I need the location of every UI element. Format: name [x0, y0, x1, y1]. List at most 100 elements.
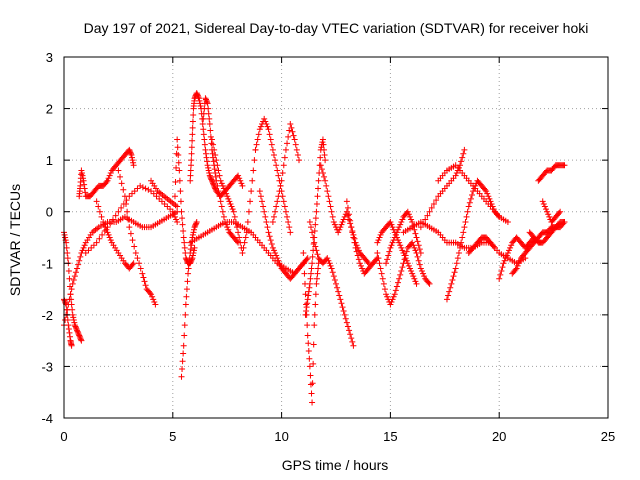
data-point-interp: [95, 203, 102, 210]
data-point-interp: [319, 170, 326, 177]
data-point-interp: [349, 338, 356, 345]
data-point-interp: [268, 141, 275, 148]
data-point-interp: [82, 189, 89, 196]
data-point: [130, 260, 137, 267]
data-point: [328, 265, 335, 272]
data-point-interp: [285, 133, 292, 140]
data-point-interp: [398, 219, 405, 226]
data-point-interp: [200, 131, 207, 138]
data-point: [306, 363, 313, 370]
data-point-interp: [305, 288, 312, 295]
data-point: [80, 177, 87, 184]
data-point-interp: [303, 307, 310, 314]
data-point-interp: [75, 261, 82, 268]
data-point-interp: [131, 188, 138, 195]
data-point: [278, 177, 285, 184]
data-point-interp: [187, 172, 194, 179]
data-point: [383, 291, 390, 298]
data-point-interp: [415, 257, 422, 264]
data-point-interp: [542, 206, 549, 213]
data-point-interp: [309, 253, 316, 260]
data-point-interp: [179, 366, 186, 373]
data-point-interp: [63, 244, 70, 251]
data-point-interp: [485, 193, 492, 200]
data-point-interp: [326, 260, 333, 267]
data-point-interp: [107, 237, 114, 244]
data-point-interp: [336, 226, 343, 233]
data-point-interp: [207, 133, 214, 140]
data-point-interp: [186, 260, 193, 267]
data-point: [341, 311, 348, 318]
data-point: [174, 136, 181, 143]
data-point: [544, 208, 551, 215]
data-point: [208, 136, 215, 143]
data-point-interp: [541, 203, 548, 210]
data-point-interp: [300, 260, 307, 267]
data-point: [100, 219, 107, 226]
data-point-interp: [418, 268, 425, 275]
data-point-interp: [508, 242, 515, 249]
data-point-interp: [80, 244, 87, 251]
data-point-interp: [150, 190, 157, 197]
data-point-interp: [131, 243, 138, 250]
data-point-interp: [463, 213, 470, 220]
data-point-interp: [255, 131, 262, 138]
data-point-interp: [311, 228, 318, 235]
data-point: [346, 327, 353, 334]
data-point-interp: [188, 162, 195, 169]
x-tick-label: 10: [274, 429, 288, 444]
data-point-interp: [354, 244, 361, 251]
data-point-interp: [415, 242, 422, 249]
data-point-interp: [327, 262, 334, 269]
data-point-interp: [129, 261, 136, 268]
data-point: [185, 270, 192, 277]
data-point-interp: [96, 235, 103, 242]
data-point: [274, 255, 281, 262]
data-point: [132, 249, 139, 256]
data-point-interp: [251, 157, 258, 164]
data-point: [391, 234, 398, 241]
data-point-interp: [308, 390, 315, 397]
data-point-interp: [340, 216, 347, 223]
data-point-interp: [231, 213, 238, 220]
data-point: [93, 198, 100, 205]
data-point-interp: [398, 244, 405, 251]
data-point: [82, 249, 89, 256]
data-point-interp: [72, 324, 79, 331]
series-arc-28: [443, 177, 503, 303]
data-point-interp: [405, 211, 412, 218]
data-point-interp: [293, 146, 300, 153]
data-point-interp: [401, 252, 408, 259]
data-point-interp: [188, 242, 195, 249]
data-point-interp: [172, 179, 179, 186]
series-arc-27: [417, 146, 468, 231]
data-point: [322, 177, 329, 184]
data-point-interp: [330, 273, 337, 280]
data-point-interp: [310, 341, 317, 348]
data-point-interp: [275, 257, 282, 264]
data-point-interp: [384, 293, 391, 300]
data-point-interp: [187, 167, 194, 174]
data-point-interp: [411, 244, 418, 251]
data-point-interp: [314, 270, 321, 277]
data-point: [193, 90, 200, 97]
data-point-interp: [180, 228, 187, 235]
data-point-interp: [215, 188, 222, 195]
series-arc-04: [76, 146, 137, 200]
data-point-interp: [334, 284, 341, 291]
data-point-interp: [453, 170, 460, 177]
data-point-interp: [450, 273, 457, 280]
data-point: [200, 126, 207, 133]
data-point: [65, 301, 72, 308]
data-point-interp: [503, 252, 510, 259]
data-point: [322, 157, 329, 164]
data-point-interp: [182, 311, 189, 318]
data-point-interp: [464, 208, 471, 215]
data-point-interp: [253, 141, 260, 148]
data-point: [178, 373, 185, 380]
data-point-interp: [175, 159, 182, 166]
data-point-interp: [262, 213, 269, 220]
data-point-interp: [98, 213, 105, 220]
data-point-interp: [201, 136, 208, 143]
data-point-interp: [459, 154, 466, 161]
